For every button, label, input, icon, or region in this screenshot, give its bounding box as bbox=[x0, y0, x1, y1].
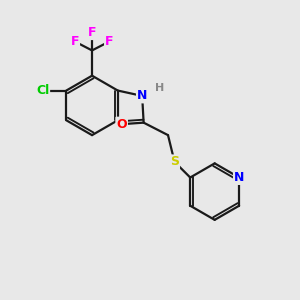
Text: O: O bbox=[116, 118, 127, 130]
Text: F: F bbox=[105, 35, 113, 48]
Text: F: F bbox=[88, 26, 96, 39]
Text: N: N bbox=[234, 171, 244, 184]
Text: F: F bbox=[70, 35, 79, 48]
Text: H: H bbox=[155, 82, 165, 93]
Text: S: S bbox=[170, 155, 179, 168]
Text: N: N bbox=[137, 89, 147, 102]
Text: Cl: Cl bbox=[36, 84, 49, 97]
